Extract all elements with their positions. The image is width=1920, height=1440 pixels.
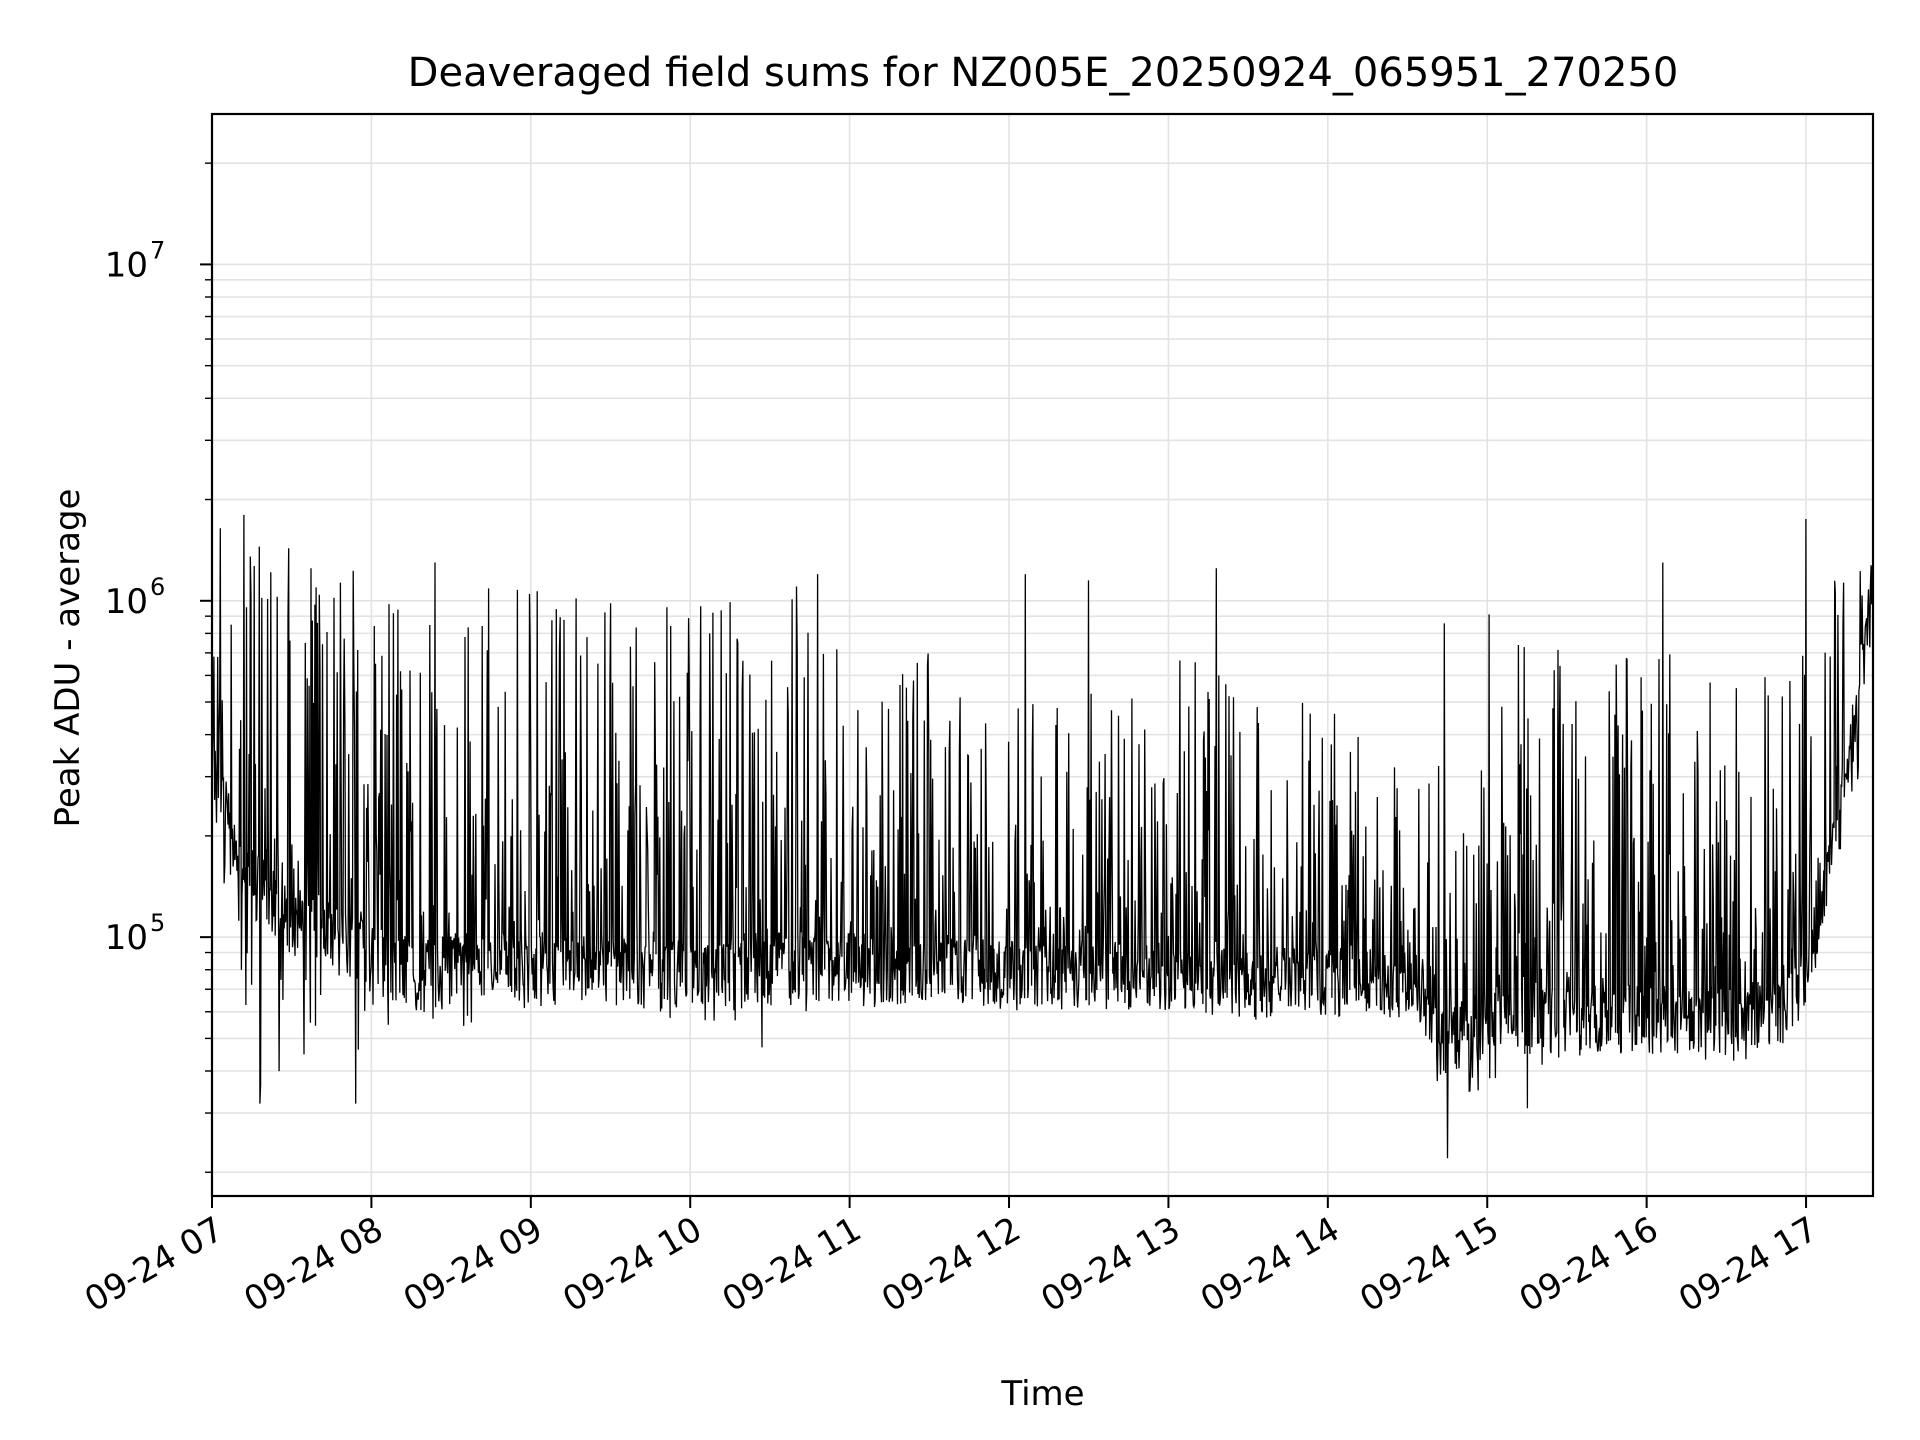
y-tick-exponent: 5 [150,909,165,937]
y-tick-label: 10 [105,245,148,285]
x-tick-label: 09-24 16 [1513,1209,1665,1320]
x-axis-label: Time [1000,1374,1084,1414]
y-tick-exponent: 6 [150,573,165,601]
x-tick-label: 09-24 17 [1672,1209,1824,1320]
chart-title: Deaveraged field sums for NZ005E_2025092… [408,50,1679,96]
series-line-peak-adu [211,514,1874,1159]
x-tick-label: 09-24 12 [875,1209,1027,1320]
x-tick-label: 09-24 14 [1194,1209,1346,1320]
x-tick-label: 09-24 10 [556,1209,708,1320]
x-tick-label: 09-24 08 [238,1209,390,1320]
x-tick-label: 09-24 13 [1035,1209,1187,1320]
y-axis-label: Peak ADU - average [48,489,88,828]
y-tick-exponent: 7 [150,236,165,264]
grid [211,114,1873,1196]
x-axis: 09-24 07 09-24 08 09-24 09 09-24 10 09-24 11… [78,1196,1825,1320]
plot-frame [210,112,1875,1198]
x-tick-label: 09-24 11 [716,1209,868,1320]
y-tick-label: 10 [105,918,148,958]
y-tick-label: 10 [105,582,148,622]
x-tick-label: 09-24 15 [1353,1209,1505,1320]
x-tick-label: 09-24 07 [78,1209,230,1320]
x-tick-label: 09-24 09 [397,1209,549,1320]
